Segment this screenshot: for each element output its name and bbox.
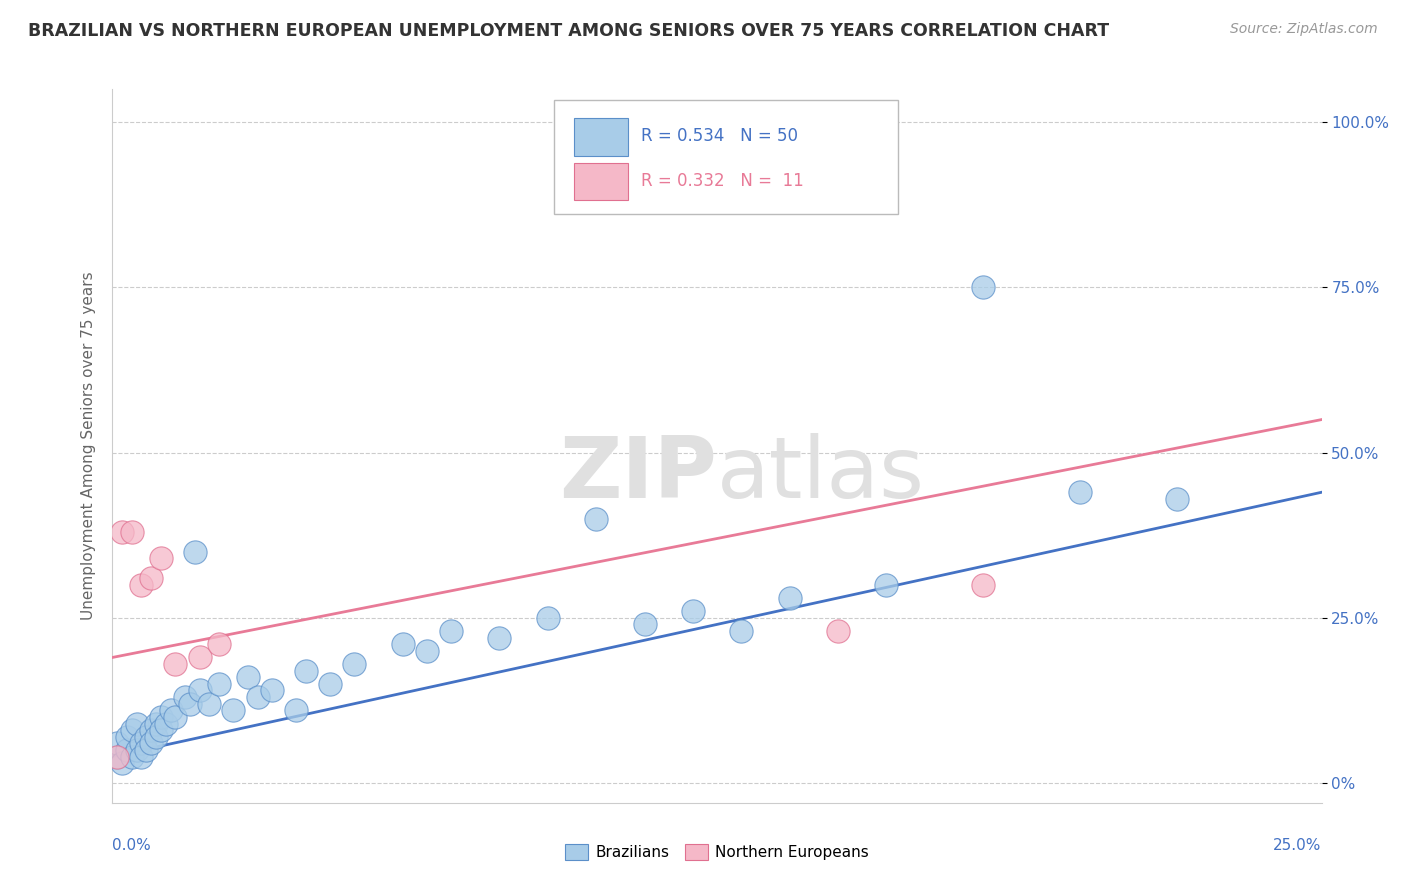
Point [125, 716, 148, 731]
Point [165, 657, 187, 671]
Point [174, 690, 197, 704]
Point [208, 677, 231, 691]
Point [149, 723, 172, 738]
Point [1069, 485, 1091, 500]
Point [585, 511, 607, 525]
Point [145, 730, 167, 744]
Point [121, 723, 143, 738]
Point [135, 743, 157, 757]
Point [105, 749, 128, 764]
Point [131, 736, 153, 750]
Point [188, 650, 211, 665]
Point [155, 716, 177, 731]
Point [115, 730, 138, 744]
Point [488, 631, 510, 645]
Point [295, 664, 318, 678]
Point [111, 756, 134, 771]
Point [149, 710, 172, 724]
Point [141, 736, 163, 750]
Point [121, 524, 143, 539]
Point [198, 697, 221, 711]
Point [222, 703, 245, 717]
Point [875, 578, 897, 592]
Point [827, 624, 849, 638]
FancyBboxPatch shape [575, 162, 627, 200]
Point [145, 716, 167, 731]
Point [236, 670, 259, 684]
Point [135, 730, 157, 744]
Point [262, 683, 284, 698]
Point [125, 743, 148, 757]
Point [730, 624, 752, 638]
Y-axis label: Unemployment Among Seniors over 75 years: Unemployment Among Seniors over 75 years [80, 272, 96, 620]
Point [391, 637, 413, 651]
Point [285, 703, 308, 717]
Point [208, 637, 231, 651]
Point [537, 611, 560, 625]
Text: R = 0.534   N = 50: R = 0.534 N = 50 [641, 128, 797, 145]
Point [141, 723, 163, 738]
Point [972, 578, 994, 592]
Point [141, 571, 163, 585]
Point [159, 703, 181, 717]
Point [183, 545, 205, 559]
Point [121, 749, 143, 764]
FancyBboxPatch shape [575, 119, 627, 155]
Point [105, 749, 128, 764]
Point [131, 578, 153, 592]
Point [149, 551, 172, 566]
Point [972, 280, 994, 294]
Text: 25.0%: 25.0% [1274, 838, 1322, 854]
Point [111, 524, 134, 539]
Point [682, 604, 704, 618]
Text: Source: ZipAtlas.com: Source: ZipAtlas.com [1230, 22, 1378, 37]
Point [633, 617, 655, 632]
Text: ZIP: ZIP [560, 433, 717, 516]
Point [343, 657, 366, 671]
Point [165, 710, 187, 724]
Point [179, 697, 201, 711]
Legend: Brazilians, Northern Europeans: Brazilians, Northern Europeans [558, 838, 876, 866]
Point [440, 624, 463, 638]
Text: atlas: atlas [717, 433, 925, 516]
FancyBboxPatch shape [554, 100, 898, 214]
Text: 0.0%: 0.0% [112, 838, 152, 854]
Point [1166, 491, 1188, 506]
Point [105, 736, 128, 750]
Point [131, 749, 153, 764]
Point [188, 683, 211, 698]
Text: BRAZILIAN VS NORTHERN EUROPEAN UNEMPLOYMENT AMONG SENIORS OVER 75 YEARS CORRELAT: BRAZILIAN VS NORTHERN EUROPEAN UNEMPLOYM… [28, 22, 1109, 40]
Text: R = 0.332   N =  11: R = 0.332 N = 11 [641, 171, 804, 189]
Point [115, 743, 138, 757]
Point [416, 644, 439, 658]
Point [779, 591, 801, 605]
Point [319, 677, 342, 691]
Point [246, 690, 269, 704]
